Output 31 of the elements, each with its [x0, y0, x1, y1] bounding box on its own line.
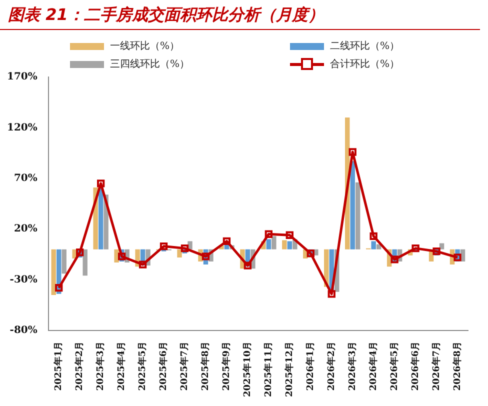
- x-tick-label: 2026年3月: [346, 341, 358, 391]
- x-tick-label: 2025年1月: [53, 341, 64, 391]
- y-tick-label: 20%: [14, 224, 38, 235]
- y-tick-label: -80%: [10, 325, 38, 336]
- y-tick-label: 70%: [14, 172, 38, 184]
- x-tick-label: 2025年4月: [116, 341, 128, 391]
- x-tick-label: 2025年7月: [179, 341, 190, 391]
- x-tick-label: 2025年9月: [221, 341, 232, 391]
- x-tick-label: 2026年4月: [368, 341, 379, 391]
- x-tick-label: 2025年11月: [263, 341, 274, 398]
- chart-title: 图表 21：二手房成交面积环比分析（月度）: [0, 0, 480, 30]
- y-tick-label: 120%: [6, 122, 38, 134]
- x-tick-label: 2025年8月: [200, 341, 212, 391]
- y-tick-label: -30%: [10, 274, 38, 286]
- x-tick-label: 2026年7月: [430, 341, 442, 391]
- legend-label: 二线环比（%）: [330, 40, 400, 53]
- x-tick-label: 2025年3月: [95, 341, 106, 391]
- x-tick-label: 2025年2月: [74, 341, 86, 391]
- x-tick-label: 2025年10月: [242, 341, 254, 398]
- x-tick-label: 2026年1月: [304, 341, 316, 391]
- x-tick-label: 2026年6月: [410, 341, 421, 391]
- x-tick-label: 2025年5月: [137, 341, 148, 391]
- x-tick-label: 2026年8月: [452, 341, 463, 391]
- x-tick-label: 2026年2月: [326, 341, 337, 391]
- x-tick-label: 2025年12月: [284, 341, 296, 398]
- legend-label: 三四线环比（%）: [110, 58, 190, 71]
- y-tick-label: 170%: [6, 72, 38, 83]
- legend-label: 合计环比（%）: [330, 58, 400, 71]
- x-tick-label: 2026年5月: [388, 341, 400, 391]
- x-tick-label: 2025年6月: [158, 341, 170, 391]
- legend-label: 一线环比（%）: [110, 40, 180, 53]
